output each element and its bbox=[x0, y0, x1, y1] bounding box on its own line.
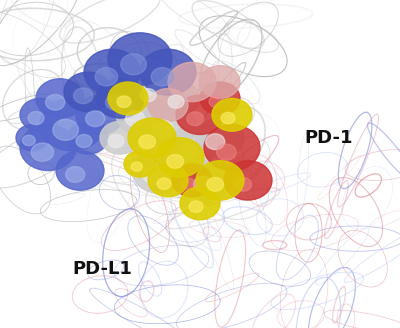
Circle shape bbox=[140, 102, 196, 148]
Circle shape bbox=[20, 98, 60, 131]
Circle shape bbox=[148, 89, 188, 121]
Circle shape bbox=[148, 164, 188, 197]
Circle shape bbox=[20, 125, 76, 171]
Circle shape bbox=[140, 89, 156, 102]
Circle shape bbox=[235, 177, 252, 191]
Text: PD-1: PD-1 bbox=[304, 129, 352, 147]
Circle shape bbox=[156, 138, 204, 177]
Circle shape bbox=[143, 166, 166, 184]
Circle shape bbox=[196, 161, 244, 200]
Circle shape bbox=[151, 68, 174, 86]
Circle shape bbox=[204, 125, 260, 171]
Circle shape bbox=[46, 94, 65, 110]
Circle shape bbox=[200, 82, 240, 115]
Circle shape bbox=[31, 143, 54, 161]
Circle shape bbox=[167, 154, 184, 168]
Circle shape bbox=[216, 144, 236, 160]
Circle shape bbox=[212, 98, 252, 131]
Circle shape bbox=[160, 82, 200, 115]
Circle shape bbox=[209, 96, 223, 108]
Circle shape bbox=[184, 161, 232, 200]
Circle shape bbox=[74, 88, 93, 104]
Circle shape bbox=[100, 121, 140, 154]
Circle shape bbox=[200, 66, 240, 98]
Circle shape bbox=[106, 94, 125, 110]
Circle shape bbox=[187, 112, 204, 126]
Circle shape bbox=[16, 125, 48, 151]
Circle shape bbox=[221, 112, 235, 124]
Circle shape bbox=[206, 134, 225, 150]
Circle shape bbox=[194, 176, 213, 192]
Circle shape bbox=[36, 79, 84, 118]
Circle shape bbox=[68, 121, 108, 154]
Circle shape bbox=[178, 144, 197, 159]
Circle shape bbox=[151, 120, 174, 138]
Circle shape bbox=[108, 33, 172, 85]
Circle shape bbox=[108, 134, 124, 148]
Circle shape bbox=[207, 177, 224, 191]
Circle shape bbox=[95, 68, 118, 86]
Circle shape bbox=[117, 96, 131, 108]
Circle shape bbox=[76, 95, 124, 134]
Circle shape bbox=[64, 72, 112, 112]
Circle shape bbox=[181, 178, 195, 190]
Circle shape bbox=[168, 62, 216, 102]
Circle shape bbox=[172, 164, 212, 197]
Circle shape bbox=[22, 135, 35, 146]
Circle shape bbox=[180, 187, 220, 220]
Circle shape bbox=[128, 118, 176, 157]
Circle shape bbox=[40, 98, 104, 151]
Circle shape bbox=[131, 162, 142, 171]
Circle shape bbox=[157, 178, 171, 190]
Circle shape bbox=[196, 118, 244, 157]
Circle shape bbox=[56, 151, 104, 190]
Circle shape bbox=[176, 95, 224, 134]
Circle shape bbox=[189, 201, 203, 213]
Circle shape bbox=[66, 167, 85, 182]
Circle shape bbox=[140, 49, 196, 95]
Circle shape bbox=[28, 112, 44, 125]
Circle shape bbox=[53, 119, 78, 140]
Circle shape bbox=[116, 95, 164, 134]
Circle shape bbox=[76, 134, 92, 148]
Circle shape bbox=[224, 161, 272, 200]
Circle shape bbox=[168, 128, 216, 167]
Circle shape bbox=[126, 111, 145, 127]
Circle shape bbox=[121, 54, 146, 75]
Circle shape bbox=[132, 75, 172, 108]
Circle shape bbox=[86, 111, 105, 127]
Circle shape bbox=[124, 151, 156, 177]
Circle shape bbox=[139, 135, 156, 149]
Circle shape bbox=[96, 79, 144, 118]
Text: PD-L1: PD-L1 bbox=[72, 260, 132, 278]
Circle shape bbox=[168, 95, 184, 108]
Circle shape bbox=[132, 148, 188, 194]
Circle shape bbox=[108, 82, 148, 115]
Circle shape bbox=[84, 49, 140, 95]
